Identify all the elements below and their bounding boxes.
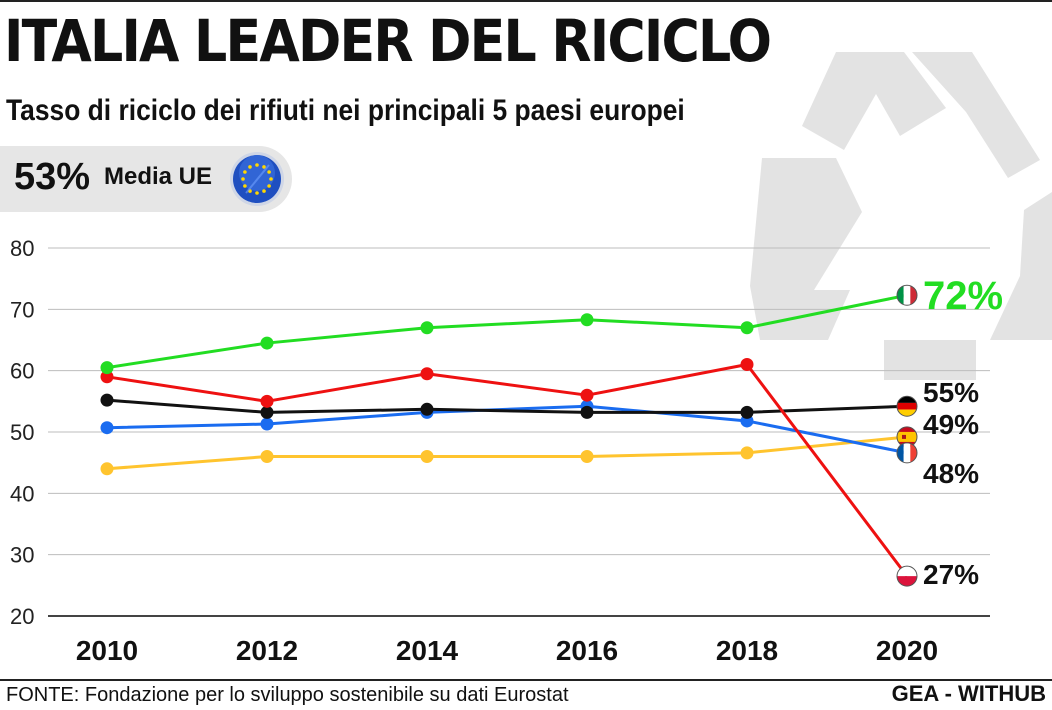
data-point-france	[260, 417, 274, 431]
data-point-germany	[740, 405, 754, 419]
italy-flag-icon	[896, 284, 918, 306]
bottom-rule	[0, 679, 1052, 681]
end-label-france: 48%	[923, 458, 979, 489]
end-label-italy: 72%	[923, 274, 1003, 318]
flag-ring	[896, 284, 918, 306]
data-point-poland	[420, 367, 434, 381]
y-tick-label: 70	[10, 297, 34, 322]
flag-ring	[896, 395, 918, 417]
data-point-poland	[580, 388, 594, 402]
data-point-poland	[100, 370, 114, 384]
flag-band	[897, 285, 904, 306]
eu-average-value: 53%	[14, 156, 91, 198]
series-line-spain	[106, 435, 908, 471]
flag-ring	[896, 565, 918, 587]
eu-average-label: Media UE	[104, 163, 213, 190]
flag-band	[897, 566, 917, 577]
data-point-spain	[740, 446, 754, 460]
data-point-italy	[580, 313, 594, 327]
x-tick-label: 2020	[876, 635, 938, 666]
flag-body	[897, 426, 917, 447]
flag-body	[897, 396, 917, 417]
series-line-italy	[106, 293, 908, 370]
data-point-poland	[260, 394, 274, 408]
credit-label: GEA - WITHUB	[891, 681, 1046, 706]
data-point-poland	[740, 358, 754, 372]
data-point-france	[100, 421, 114, 435]
series-line-germany	[106, 398, 908, 414]
top-rule	[0, 0, 1052, 2]
flag-band	[897, 402, 917, 410]
x-tick-label: 2016	[556, 635, 618, 666]
x-tick-label: 2010	[76, 635, 138, 666]
chart-subtitle: Tasso di riciclo dei rifiuti nei princip…	[6, 94, 685, 127]
data-point-germany	[580, 405, 594, 419]
flag-band	[903, 285, 911, 306]
y-tick-label: 30	[10, 543, 34, 568]
flag-band	[897, 409, 917, 417]
x-tick-label: 2012	[236, 635, 298, 666]
end-label-poland: 27%	[923, 559, 979, 590]
data-point-germany	[100, 393, 114, 407]
poland-flag-icon	[896, 565, 918, 587]
data-point-spain	[580, 450, 594, 464]
data-point-italy	[260, 336, 274, 350]
data-point-germany	[420, 402, 434, 416]
data-point-spain	[100, 462, 114, 476]
end-label-germany: 55%	[923, 377, 979, 408]
y-tick-label: 80	[10, 236, 34, 261]
flag-body	[897, 285, 917, 306]
flag-ring	[896, 442, 918, 464]
flag-band	[903, 442, 911, 463]
chart-title: ITALIA LEADER DEL RICICLO	[4, 7, 772, 75]
end-label-spain: 49%	[923, 409, 979, 440]
flag-body	[897, 566, 917, 587]
eu-flag-icon	[230, 152, 284, 206]
series-line-france	[106, 404, 908, 455]
data-point-italy	[420, 321, 434, 335]
line-chart: 20 30 40 50 60 70 80 2010 2012 2014 2016 2018 2020 72…	[10, 236, 1003, 666]
flag-band	[897, 576, 917, 587]
flag-band	[902, 434, 906, 439]
data-point-germany	[260, 405, 274, 419]
x-tick-label: 2018	[716, 635, 778, 666]
source-note: FONTE: Fondazione per lo sviluppo sosten…	[6, 684, 569, 706]
x-tick-label: 2014	[396, 635, 459, 666]
y-tick-label: 20	[10, 604, 34, 629]
y-tick-label: 50	[10, 420, 34, 445]
flag-band	[910, 285, 917, 306]
germany-flag-icon	[896, 395, 918, 417]
france-flag-icon	[896, 442, 918, 464]
data-point-italy	[740, 321, 754, 335]
flag-band	[897, 396, 917, 403]
y-tick-label: 40	[10, 481, 34, 506]
y-tick-label: 60	[10, 359, 34, 384]
flag-band	[897, 431, 917, 442]
series-line-poland	[106, 363, 909, 578]
data-point-spain	[420, 450, 434, 464]
data-point-italy	[100, 361, 114, 375]
flag-body	[897, 442, 917, 463]
flag-band	[910, 442, 917, 463]
flag-band	[897, 442, 904, 463]
data-point-spain	[260, 450, 274, 464]
recycle-symbol-icon	[750, 52, 1052, 380]
